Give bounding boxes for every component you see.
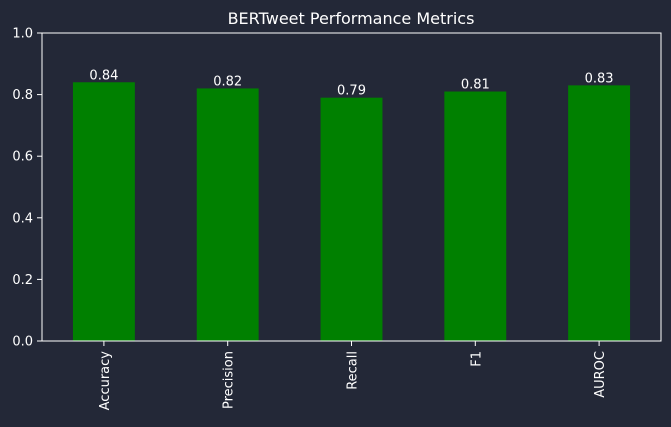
x-tick-label: AUROC [593,351,608,398]
bar [444,91,507,342]
plot-area: 0.84 Accuracy 0.82 Precision 0.79 Recall 0.81 F… [12,27,662,411]
x-tick-label: Recall [346,351,361,390]
y-tick-label: 0.6 [12,150,33,165]
plot-frame [41,32,662,342]
bar [196,88,259,341]
bar [568,85,631,341]
bar-value-label: 0.83 [585,71,614,86]
y-tick-label: 0.4 [12,211,33,226]
bar [72,82,135,341]
x-tick-label: F1 [469,351,484,367]
bar-value-label: 0.79 [337,84,366,99]
bar-value-label: 0.82 [213,74,242,89]
y-tick-label: 0.8 [12,88,33,103]
y-tick-label: 1.0 [12,27,33,42]
chart-title: BERTweet Performance Metrics [228,9,475,28]
bar [320,97,383,342]
x-tick-label: Precision [222,351,237,409]
y-tick-label: 0.0 [12,335,33,350]
y-tick-label: 0.2 [12,273,33,288]
bar-value-label: 0.84 [89,68,118,83]
x-tick-label: Accuracy [98,351,113,411]
bar-value-label: 0.81 [461,78,490,93]
